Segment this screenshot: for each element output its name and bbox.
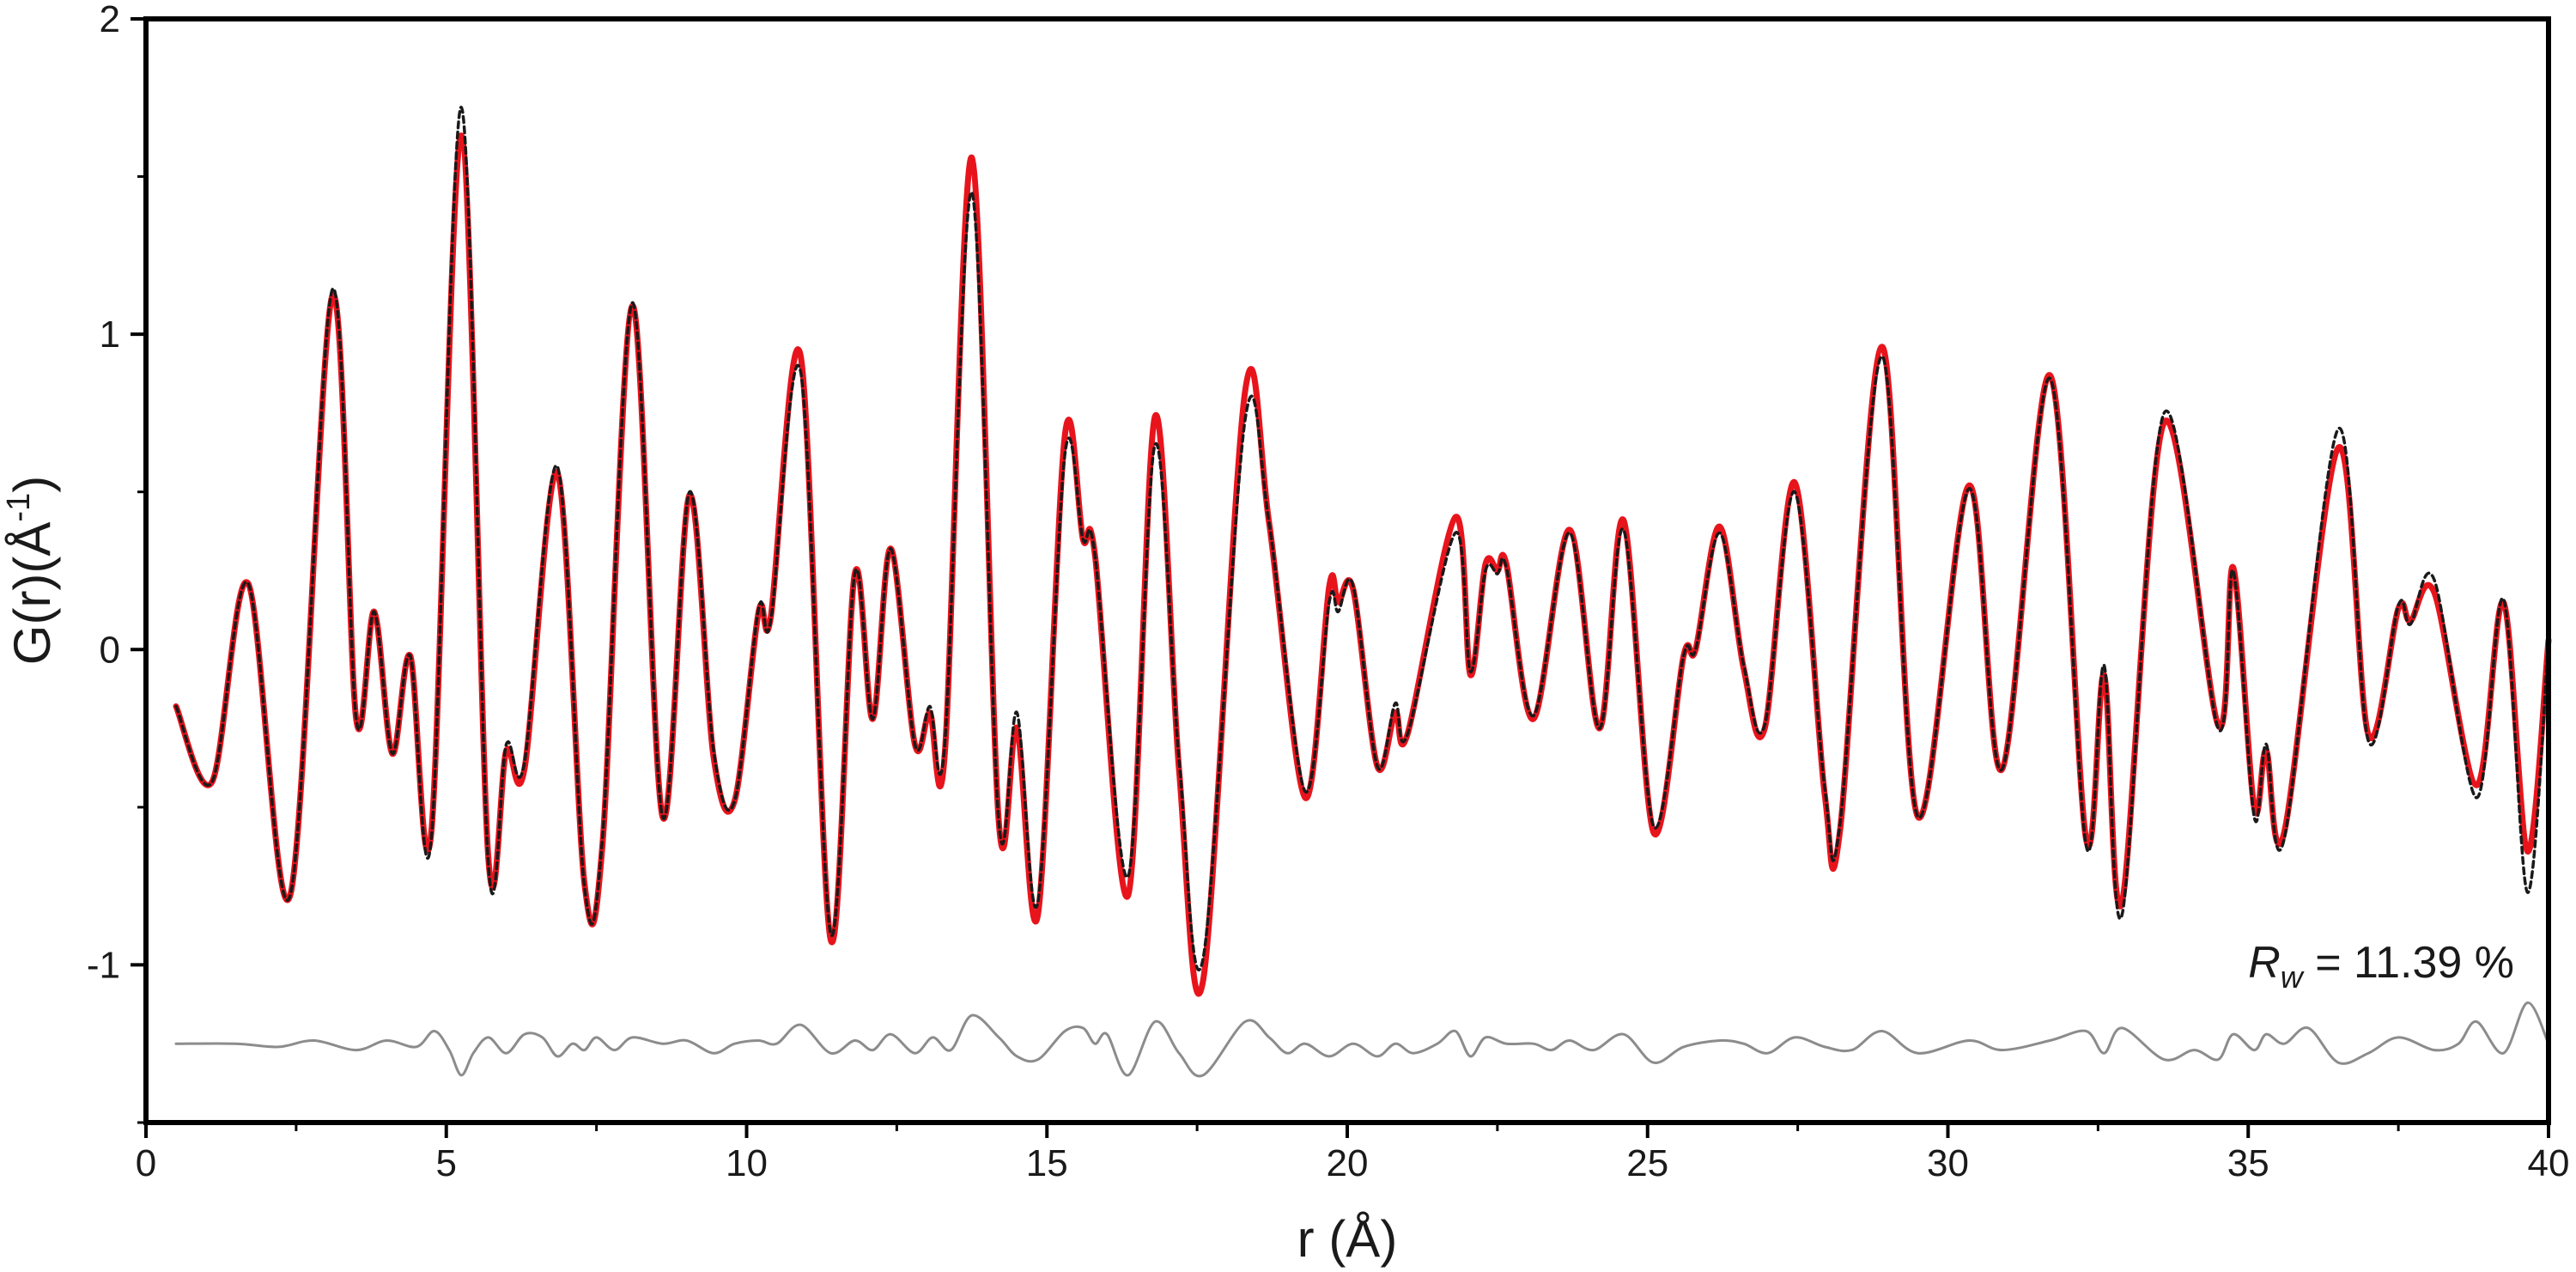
x-tick-label: 40 <box>2528 1142 2570 1184</box>
x-tick-label: 35 <box>2227 1142 2269 1184</box>
y-axis-title-superscript: -1 <box>1 493 37 522</box>
y-tick-label: -1 <box>87 944 120 986</box>
rw-subscript: w <box>2281 959 2305 995</box>
x-tick-label: 0 <box>136 1142 156 1184</box>
y-axis-ticks: -1 0 1 2 <box>87 0 146 1124</box>
x-tick-label: 15 <box>1026 1142 1068 1184</box>
x-axis-title: r (Å) <box>1297 1210 1398 1268</box>
y-axis-title-main: G(r)(Å <box>3 522 61 666</box>
rw-value: = 11.39 % <box>2303 938 2514 988</box>
series-layer <box>173 106 2552 1078</box>
x-axis-ticks: 0 5 10 15 20 25 30 35 40 <box>136 1123 2570 1184</box>
y-tick-label: 1 <box>100 313 120 356</box>
x-tick-label: 10 <box>726 1142 768 1184</box>
rw-symbol: R <box>2248 938 2281 988</box>
y-axis-title: G(r)(Å-1) <box>1 476 61 665</box>
y-tick-label: 0 <box>100 629 120 671</box>
x-tick-label: 25 <box>1626 1142 1668 1184</box>
x-tick-label: 5 <box>436 1142 457 1184</box>
y-tick-label: 2 <box>100 0 120 40</box>
difference-series-line <box>174 1001 2550 1078</box>
x-tick-label: 30 <box>1927 1142 1969 1184</box>
rw-annotation: Rw = 11.39 % <box>2248 938 2514 995</box>
plot-background <box>146 19 2549 1123</box>
y-axis-title-suffix: ) <box>3 476 61 493</box>
observed-series-line <box>174 106 2550 972</box>
x-tick-label: 20 <box>1327 1142 1369 1184</box>
